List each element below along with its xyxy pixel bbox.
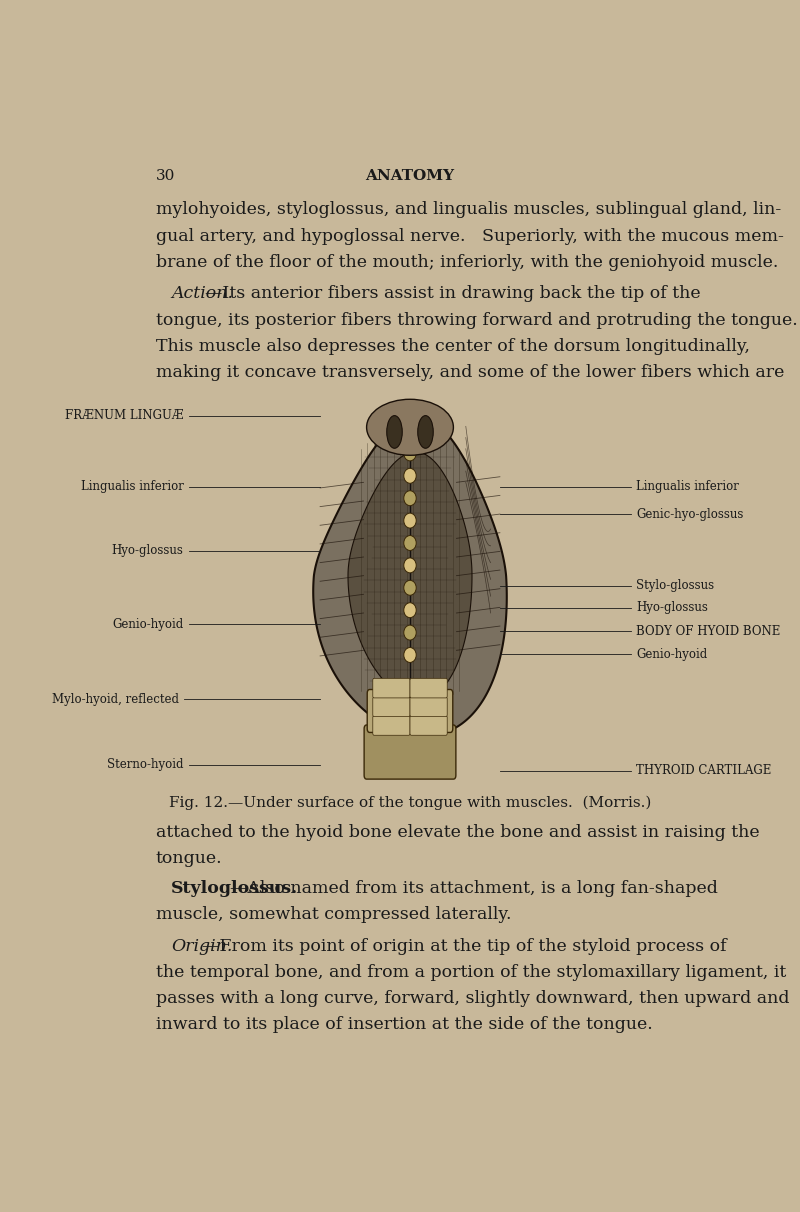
Text: Origin.: Origin.	[171, 938, 233, 955]
Ellipse shape	[404, 446, 416, 461]
Text: tongue, its posterior fibers throwing forward and protruding the tongue.: tongue, its posterior fibers throwing fo…	[156, 311, 798, 328]
Text: FRÆNUM LINGUÆ: FRÆNUM LINGUÆ	[65, 410, 184, 422]
Polygon shape	[348, 452, 472, 699]
Text: gual artery, and hypoglossal nerve.   Superiorly, with the mucous mem-: gual artery, and hypoglossal nerve. Supe…	[156, 228, 784, 245]
Text: 30: 30	[156, 168, 175, 183]
Text: Styloglossus.: Styloglossus.	[171, 880, 298, 897]
Ellipse shape	[404, 625, 416, 640]
Text: muscle, somewhat compressed laterally.: muscle, somewhat compressed laterally.	[156, 907, 511, 924]
Text: tongue.: tongue.	[156, 850, 222, 867]
Text: Genio-hyoid: Genio-hyoid	[113, 618, 184, 630]
FancyBboxPatch shape	[373, 679, 410, 698]
Text: Hyo-glossus: Hyo-glossus	[636, 601, 708, 614]
Ellipse shape	[404, 491, 416, 505]
Text: passes with a long curve, forward, slightly downward, then upward and: passes with a long curve, forward, sligh…	[156, 990, 790, 1007]
Text: Lingualis inferior: Lingualis inferior	[636, 480, 739, 493]
Ellipse shape	[404, 513, 416, 528]
Polygon shape	[314, 416, 506, 736]
Text: the temporal bone, and from a portion of the stylomaxillary ligament, it: the temporal bone, and from a portion of…	[156, 964, 786, 981]
Text: —Its anterior fibers assist in drawing back the tip of the: —Its anterior fibers assist in drawing b…	[206, 285, 701, 303]
Text: Fig. 12.—Under surface of the tongue with muscles.  (Morris.): Fig. 12.—Under surface of the tongue wit…	[169, 796, 651, 811]
FancyBboxPatch shape	[410, 715, 447, 736]
Text: Mylo-hyoid, reflected: Mylo-hyoid, reflected	[52, 693, 179, 705]
Text: Stylo-glossus: Stylo-glossus	[636, 579, 714, 593]
Ellipse shape	[386, 416, 402, 448]
Ellipse shape	[366, 399, 454, 456]
Text: Action.: Action.	[171, 285, 234, 303]
Text: BODY OF HYOID BONE: BODY OF HYOID BONE	[636, 625, 781, 638]
Text: ANATOMY: ANATOMY	[366, 168, 454, 183]
Text: brane of the floor of the mouth; inferiorly, with the geniohyoid muscle.: brane of the floor of the mouth; inferio…	[156, 253, 778, 270]
Text: Hyo-glossus: Hyo-glossus	[112, 544, 184, 558]
Text: Genic-hyo-glossus: Genic-hyo-glossus	[636, 508, 744, 520]
Ellipse shape	[404, 536, 416, 550]
Ellipse shape	[404, 581, 416, 595]
Text: This muscle also depresses the center of the dorsum longitudinally,: This muscle also depresses the center of…	[156, 338, 750, 355]
Text: Lingualis inferior: Lingualis inferior	[81, 480, 184, 493]
FancyBboxPatch shape	[367, 690, 453, 732]
FancyBboxPatch shape	[373, 715, 410, 736]
Ellipse shape	[404, 468, 416, 484]
Text: THYROID CARTILAGE: THYROID CARTILAGE	[636, 765, 772, 777]
Ellipse shape	[404, 647, 416, 663]
Ellipse shape	[404, 602, 416, 618]
Text: attached to the hyoid bone elevate the bone and assist in raising the: attached to the hyoid bone elevate the b…	[156, 824, 759, 841]
FancyBboxPatch shape	[373, 697, 410, 716]
Text: Genio-hyoid: Genio-hyoid	[636, 648, 707, 661]
Text: mylohyoides, styloglossus, and lingualis muscles, sublingual gland, lin-: mylohyoides, styloglossus, and lingualis…	[156, 201, 781, 218]
Text: Sterno-hyoid: Sterno-hyoid	[107, 758, 184, 771]
Text: inward to its place of insertion at the side of the tongue.: inward to its place of insertion at the …	[156, 1016, 653, 1033]
FancyBboxPatch shape	[364, 725, 456, 779]
Text: —From its point of origin at the tip of the styloid process of: —From its point of origin at the tip of …	[202, 938, 727, 955]
Ellipse shape	[404, 558, 416, 573]
FancyBboxPatch shape	[410, 697, 447, 716]
Text: —Also named from its attachment, is a long fan-shaped: —Also named from its attachment, is a lo…	[230, 880, 718, 897]
FancyBboxPatch shape	[410, 679, 447, 698]
Text: making it concave transversely, and some of the lower fibers which are: making it concave transversely, and some…	[156, 364, 784, 381]
Ellipse shape	[418, 416, 434, 448]
